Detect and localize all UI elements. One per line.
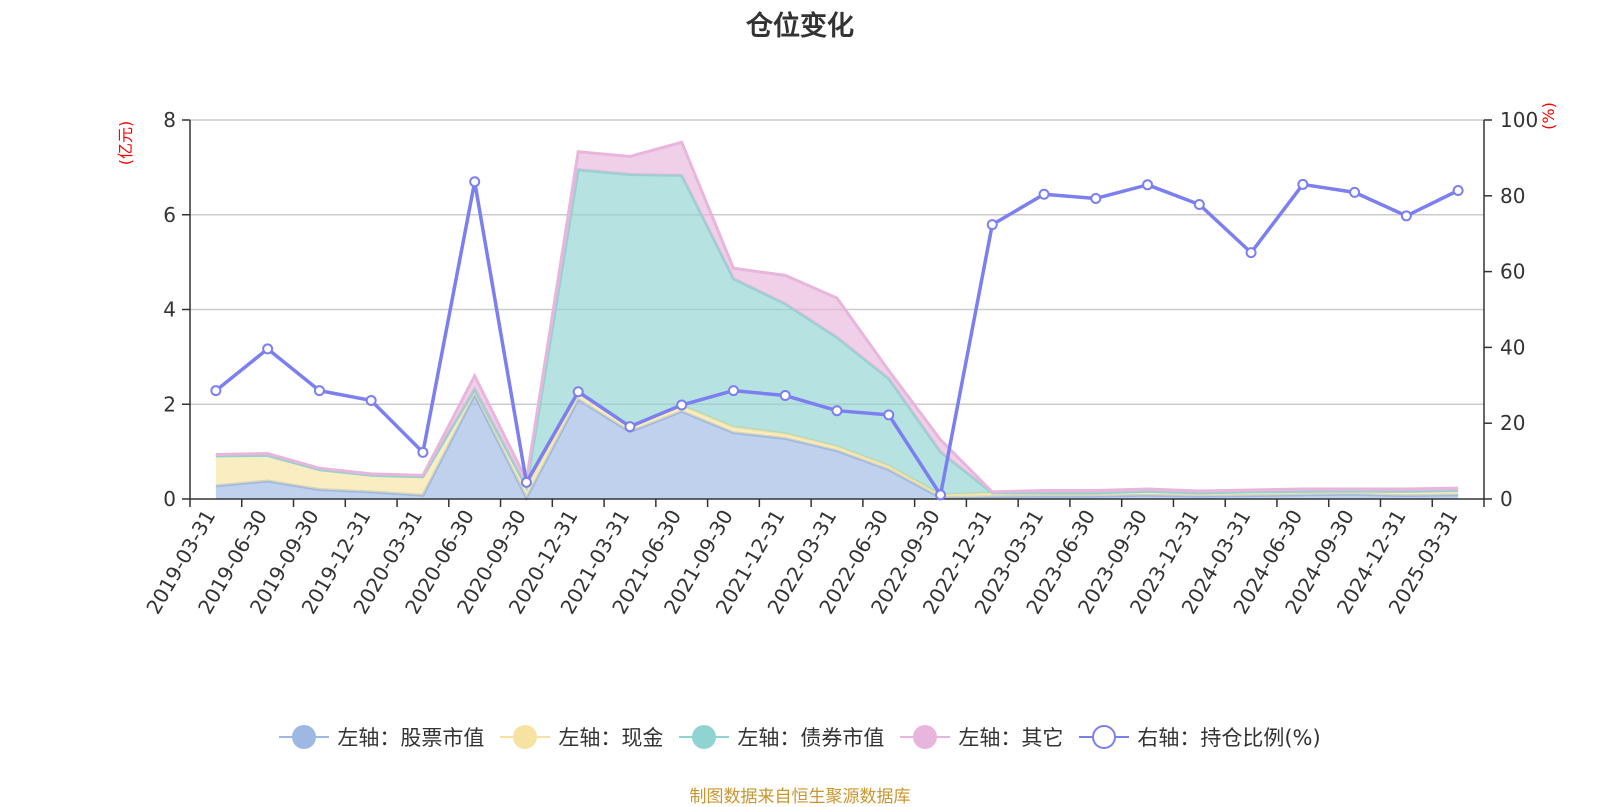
right-tick-label: 100 [1500,108,1538,132]
holding-ratio-point [1245,247,1257,259]
holding-ratio-point [1038,188,1050,200]
right-tick-label: 80 [1500,184,1525,208]
holding-ratio-point [520,476,532,488]
holding-ratio-point [831,405,843,417]
legend-label: 左轴：现金 [558,726,664,750]
data-source-note: 制图数据来自恒生聚源数据库 [689,787,911,807]
legend-item[interactable]: 左轴：现金 [500,722,663,752]
legend-marker-icon [679,725,730,749]
legend-label: 左轴：其它 [958,726,1064,750]
stacked-areas [215,140,1459,501]
left-tick-label: 0 [163,487,176,511]
left-tick-label: 2 [163,392,176,416]
holding-ratio-point [1090,192,1102,204]
area-左轴：股票市值 [215,394,1459,499]
area-左轴：现金 [215,389,1459,498]
right-tick-label: 20 [1500,411,1525,435]
legend-item[interactable]: 左轴：债券市值 [679,722,884,752]
holding-ratio-point [779,390,791,402]
legend: 左轴：股票市值 左轴：现金 左轴：债券市值 左轴：其它 右轴：持仓比例(%) [0,722,1600,754]
legend-label: 左轴：股票市值 [337,726,485,750]
holding-ratio-point [727,385,739,397]
holding-ratio-point [1400,210,1412,222]
area-左轴：其它 [215,142,1459,493]
legend-label: 右轴：持仓比例(%) [1137,726,1321,750]
holding-ratio-point [935,489,947,501]
holding-ratio-point [883,409,895,421]
legend-item[interactable]: 左轴：股票市值 [279,722,484,752]
legend-marker-icon [279,725,330,749]
legend-item[interactable]: 右轴：持仓比例(%) [1079,722,1321,752]
chart-title: 仓位变化 [746,11,854,42]
legend-item[interactable]: 左轴：其它 [900,722,1063,752]
holding-ratio-point [986,219,998,231]
right-tick-label: 0 [1500,487,1513,511]
left-axis-unit: (亿元) [116,121,135,166]
area-左轴：债券市值 [215,169,1459,495]
holding-ratio-point [1349,186,1361,198]
holding-ratio-point [469,176,481,188]
right-tick-label: 40 [1500,335,1525,359]
holding-ratio-point [365,394,377,406]
holding-ratio-point [313,385,325,397]
holding-ratio-point [1297,178,1309,190]
holding-ratio-point [624,421,636,433]
left-tick-label: 8 [163,108,176,132]
holding-ratio-point [262,343,274,355]
legend-marker-icon [500,725,551,749]
left-tick-label: 4 [163,298,176,322]
holding-ratio-point [1142,179,1154,191]
left-tick-label: 6 [163,203,176,227]
holding-ratio-point [1193,199,1205,211]
holding-ratio-point [676,399,688,411]
holding-ratio-point [572,386,584,398]
holding-ratio-point [1452,184,1464,196]
area-top-line [215,140,1459,494]
legend-marker-icon [900,725,951,749]
line-points [210,176,1464,501]
legend-marker-icon [1079,725,1130,749]
right-tick-label: 60 [1500,260,1525,284]
holding-ratio-point [210,385,222,397]
right-axis-unit: (%) [1539,102,1558,130]
legend-label: 左轴：债券市值 [737,726,885,750]
holding-ratio-point [417,446,429,458]
